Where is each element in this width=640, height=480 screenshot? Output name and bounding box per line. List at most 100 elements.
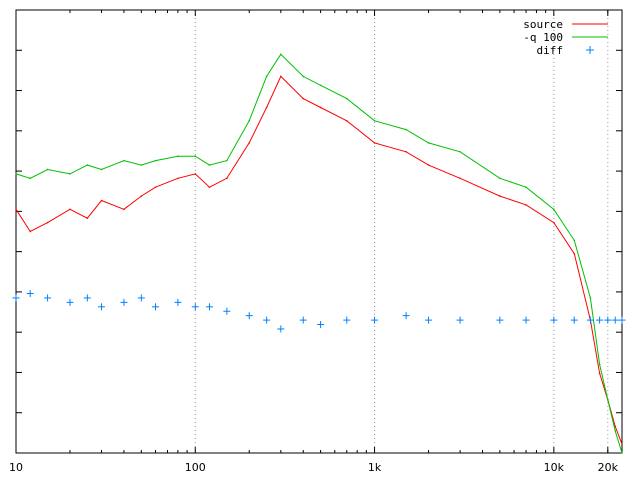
series-q100-point <box>177 155 179 157</box>
series-q100-point <box>598 363 601 366</box>
series-diff-point <box>522 316 530 324</box>
series-source-point <box>248 142 251 144</box>
legend-label-q100: -q 100 <box>523 31 563 44</box>
series-diff-point <box>223 307 231 315</box>
series-source-point <box>69 208 71 211</box>
series-q100-point <box>194 155 197 157</box>
series-diff-point <box>604 316 612 324</box>
series-source-point <box>265 106 268 109</box>
x-tick-label: 10k <box>544 461 565 474</box>
series-q100-point <box>302 75 305 78</box>
series-diff <box>12 290 626 333</box>
series-q100-point <box>589 297 592 299</box>
series-source-point <box>373 142 376 144</box>
series-q100-point <box>29 177 31 180</box>
series-source-point <box>459 177 461 180</box>
series-source-point <box>100 199 103 202</box>
series-diff-point <box>120 298 128 306</box>
series-diff-point <box>550 316 558 324</box>
series-diff-point <box>402 312 410 320</box>
series-diff-point <box>174 298 182 306</box>
series-q100-point <box>15 173 17 175</box>
series-q100 <box>15 53 623 454</box>
series-diff-point <box>191 303 199 311</box>
series-diff-point <box>586 316 594 324</box>
series-q100-point <box>123 159 125 162</box>
series-q100-point <box>86 164 89 166</box>
series-source-point <box>208 186 211 188</box>
series-q100-point <box>46 168 49 171</box>
series-q100-point <box>427 142 430 144</box>
series-q100-point <box>319 84 322 87</box>
series-q100-point <box>248 119 251 122</box>
series-source-point <box>123 208 125 211</box>
series-q100-point <box>499 177 501 180</box>
series-diff-point <box>152 303 160 311</box>
series-q100-point <box>208 164 211 166</box>
series-source-point <box>177 177 179 180</box>
series-q100-point <box>607 399 609 401</box>
series-diff-point <box>277 325 285 333</box>
series-diff-point <box>98 303 106 311</box>
legend-swatch-diff <box>586 46 594 54</box>
series-q100-point <box>525 186 527 188</box>
series-diff-point <box>26 290 34 298</box>
series-source-point <box>614 425 617 428</box>
series-source-point <box>154 186 157 188</box>
series-diff-point <box>456 316 464 324</box>
series-diff-point <box>611 316 619 324</box>
series-q100-point <box>265 75 268 78</box>
series-source-point <box>86 217 89 220</box>
series-q100-point <box>69 173 71 175</box>
y-ticks <box>16 49 622 414</box>
legend-label-diff: diff <box>537 44 564 57</box>
series-diff-point <box>83 294 91 302</box>
series-source-point <box>525 204 527 206</box>
series-diff-point <box>618 316 626 324</box>
series-source-point <box>319 106 322 109</box>
series-diff-point <box>12 294 20 302</box>
series-source-point <box>573 252 576 255</box>
series-diff-point <box>317 321 325 329</box>
series-diff-point <box>496 316 504 324</box>
series-diff-point <box>66 298 74 306</box>
series-source-point <box>302 97 305 100</box>
series-diff-point <box>299 316 307 324</box>
series-source <box>15 75 623 445</box>
series-source-point <box>621 443 623 445</box>
series-source-point <box>405 150 407 153</box>
series-diff-point <box>205 303 213 311</box>
series-diff-point <box>425 316 433 324</box>
x-tick-label: 100 <box>185 461 206 474</box>
series-q100-point <box>621 452 623 454</box>
series-q100-point <box>154 159 157 162</box>
x-ticks: 10 100 1k 10k 20k <box>9 10 619 474</box>
series-source-line <box>15 75 623 445</box>
series-q100-point <box>226 159 228 162</box>
series-q100-point <box>573 239 576 242</box>
series-source-point <box>553 221 555 224</box>
series-diff-point <box>44 294 52 302</box>
series-diff-point <box>137 294 145 302</box>
series-diff-point <box>570 316 578 324</box>
series-diff-point <box>245 312 253 320</box>
series-source-point <box>15 208 17 211</box>
series-q100-point <box>459 150 461 153</box>
series-source-point <box>427 164 430 166</box>
series-q100-point <box>140 164 143 166</box>
series-source-point <box>29 230 31 233</box>
series-q100-point <box>280 53 282 56</box>
series-source-point <box>345 119 348 122</box>
series-source-point <box>280 75 282 78</box>
series-q100-point <box>405 128 407 131</box>
series-q100-point <box>373 119 376 122</box>
series-diff-point <box>596 316 604 324</box>
series-diff-point <box>371 316 379 324</box>
plot-frame <box>15 9 623 454</box>
legend-label-source: source <box>523 18 563 31</box>
series-q100-point <box>345 97 348 100</box>
series-source-point <box>140 195 143 197</box>
series-diff-point <box>343 316 351 324</box>
series-source-point <box>598 372 601 375</box>
